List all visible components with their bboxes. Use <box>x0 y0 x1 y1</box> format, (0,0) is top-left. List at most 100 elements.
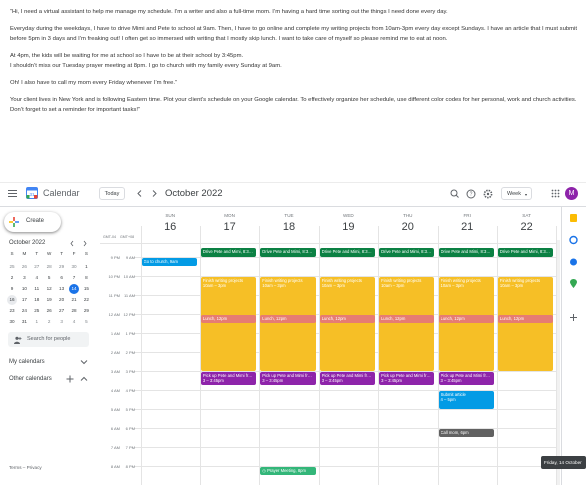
today-button[interactable]: Today <box>99 187 125 200</box>
mini-weekday: W <box>47 251 52 256</box>
column-line <box>556 226 558 485</box>
mini-day: 6 <box>60 275 63 280</box>
event-title: Pick up Pete and Mimi from school <box>262 372 314 378</box>
line: Oh! I also have to call my mom every Fri… <box>10 80 177 86</box>
hour-label-b: 4 PM <box>125 387 135 393</box>
apps-icon[interactable] <box>551 189 560 198</box>
search-placeholder: Search for people <box>27 336 71 342</box>
mini-day: 13 <box>59 286 65 291</box>
event[interactable]: Drive Pete and Mimi, 8:30am <box>379 248 435 257</box>
hour-line <box>134 257 557 258</box>
event[interactable]: Lunch, 12pm <box>200 314 257 323</box>
column-line <box>140 226 142 485</box>
event[interactable]: Finish writing projects 10am – 3pm <box>438 276 494 371</box>
other-calendar-icons[interactable] <box>66 375 90 383</box>
avatar[interactable]: M <box>565 187 578 200</box>
event[interactable]: Drive Pete and Mimi, 8:30am <box>200 248 257 257</box>
hour-label-a: 1 AM <box>110 330 120 336</box>
hour-label-b: 10 AM <box>123 273 135 279</box>
create-button[interactable]: Create <box>4 212 61 232</box>
hour-label-a: 12 AM <box>108 311 120 317</box>
hour-label-b: 5 PM <box>125 406 135 412</box>
event[interactable]: Drive Pete and Mimi, 8:30am <box>438 248 494 257</box>
side-panel-icons[interactable] <box>567 212 581 327</box>
event-time: 3 – 3:45pm <box>262 377 284 383</box>
event[interactable]: ◷ Prayer Meeting, 8pm <box>260 466 316 475</box>
other-calendars[interactable]: Other calendars <box>9 376 52 382</box>
view-dropdown[interactable]: Week ▾ <box>501 187 532 200</box>
event[interactable]: Finish writing projects 10am – 3pm <box>260 276 316 371</box>
event[interactable]: Finish writing projects 10am – 3pm <box>319 276 376 371</box>
event[interactable]: Lunch, 12pm <box>319 314 376 323</box>
event-title: Pick up Pete and Mimi from school <box>381 372 433 378</box>
mini-day: 27 <box>59 308 65 313</box>
event[interactable]: Lunch, 12pm <box>379 314 435 323</box>
event-time: 3 – 3:45pm <box>202 377 224 383</box>
event-time: 10am – 3pm <box>202 282 227 288</box>
day-name: SUN <box>165 213 176 218</box>
event[interactable]: Go to church, 9am <box>141 257 197 266</box>
mini-nav[interactable] <box>68 240 90 247</box>
mini-day: 1 <box>85 264 88 269</box>
mini-day: 10 <box>21 286 27 291</box>
event[interactable]: Drive Pete and Mimi, 8:30am <box>319 248 376 257</box>
nav-arrows[interactable] <box>135 189 160 198</box>
column-line <box>259 226 261 485</box>
search-box[interactable]: Search for people <box>8 332 89 347</box>
scrollbar[interactable] <box>557 240 560 485</box>
event[interactable]: Finish writing projects 10am – 3pm <box>497 276 554 371</box>
hour-line <box>134 447 557 448</box>
event[interactable]: Lunch, 12pm <box>438 314 494 323</box>
event-title: Call mom, 6pm <box>440 429 469 435</box>
allday-line <box>100 243 557 244</box>
day-date: 19 <box>342 221 355 233</box>
mini-day: 3 <box>23 275 26 280</box>
hour-label-b: 11 AM <box>123 292 135 298</box>
hour-line <box>134 409 557 410</box>
event-title: Lunch, 12pm <box>262 315 287 321</box>
mini-day: 29 <box>59 264 65 269</box>
event[interactable]: Pick up Pete and Mimi from school3 – 3:4… <box>438 371 494 385</box>
event[interactable]: Submit article 4 – 5pm <box>438 390 494 409</box>
hour-label-b: 12 PM <box>123 311 135 317</box>
mini-day: 31 <box>21 319 27 324</box>
event-time: 4 – 5pm <box>440 396 456 402</box>
mini-day: 26 <box>21 264 27 269</box>
prompt-text: “Hi, I need a virtual assistant to help … <box>10 7 578 122</box>
event[interactable]: Pick up Pete and Mimi from school3 – 3:4… <box>260 371 316 385</box>
column-line <box>318 226 320 485</box>
event-time: 10am – 3pm <box>262 282 286 288</box>
mini-day: 4 <box>35 275 39 280</box>
column-line <box>437 226 439 485</box>
mini-weekday: T <box>35 251 39 256</box>
event[interactable]: Finish writing projects 10am – 3pm <box>200 276 257 371</box>
column-line <box>199 226 201 485</box>
event[interactable]: Pick up Pete and Mimi from school3 – 3:4… <box>200 371 257 385</box>
event[interactable]: Drive Pete and Mimi, 8:30am <box>497 248 554 257</box>
event[interactable]: Pick up Pete and Mimi from school3 – 3:4… <box>379 371 435 385</box>
event[interactable]: Lunch, 12pm <box>497 314 554 323</box>
event-time: 10am – 3pm <box>440 282 464 288</box>
line: Your client lives in New York and is fol… <box>10 97 577 113</box>
mini-day: 27 <box>34 264 40 269</box>
mini-weekday: F <box>72 251 76 256</box>
mini-day: 17 <box>21 297 27 302</box>
event[interactable]: Drive Pete and Mimi, 8:30am <box>260 248 316 257</box>
plus-icon <box>9 217 19 227</box>
footer-links[interactable]: Terms – Privacy <box>9 465 42 470</box>
event[interactable]: Pick up Pete and Mimi from school3 – 3:4… <box>319 371 376 385</box>
hour-line <box>134 428 557 429</box>
mini-day: 30 <box>71 264 77 269</box>
header-icons[interactable]: ? <box>449 188 497 200</box>
day-date: 21 <box>461 221 474 233</box>
hour-label-b: 6 PM <box>125 425 135 431</box>
menu-icon[interactable] <box>7 189 18 198</box>
event[interactable]: Call mom, 6pm <box>438 428 494 437</box>
day-name: THU <box>403 213 413 218</box>
event-time: 3 – 3:45pm <box>321 377 343 383</box>
chevron-down[interactable] <box>80 359 88 365</box>
my-calendars[interactable]: My calendars <box>9 359 45 365</box>
event[interactable]: Lunch, 12pm <box>260 314 316 323</box>
event[interactable]: Finish writing projects 10am – 3pm <box>379 276 435 371</box>
svg-text:31: 31 <box>29 192 35 197</box>
